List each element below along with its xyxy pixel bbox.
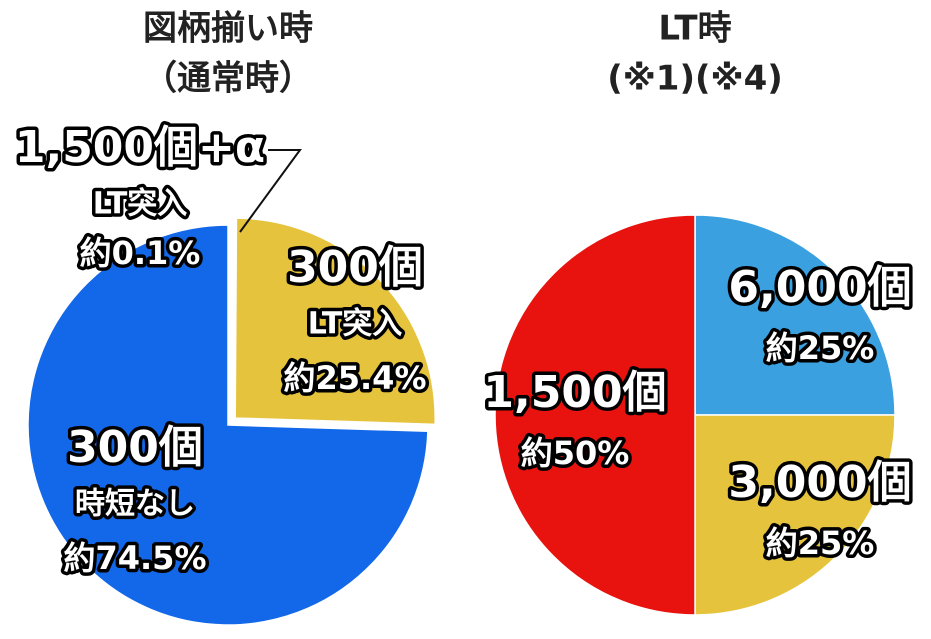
pie-slice (694, 414, 896, 616)
slice-category: 6,000個 (728, 262, 911, 313)
slice-value-label: 約0.1% (80, 234, 201, 272)
pie-slice (494, 214, 696, 616)
slice-value-label: 約25% (766, 524, 875, 562)
chart-subtitle: (※1)(※4) (607, 59, 783, 99)
pies (27, 214, 896, 626)
slice-category: 3,000個 (728, 457, 911, 508)
leader-line (239, 149, 302, 233)
pie-slice (694, 214, 896, 416)
chart-title: 図柄揃い時 (143, 9, 313, 49)
slice-value-label: 約25% (766, 329, 875, 367)
pie-slice (234, 217, 436, 426)
slice-category: 1,500個 (483, 367, 666, 418)
slice-category: 300個 (67, 422, 203, 473)
slice-description: LT突入 (93, 187, 188, 222)
chart-subtitle: （通常時） (143, 59, 313, 99)
slice-description: 時短なし (75, 487, 195, 522)
slice-value-label: 約50% (521, 434, 630, 472)
slice-value-label: 約25.4% (283, 359, 426, 397)
pie-slice (27, 224, 429, 626)
slice-value-label: 約74.5% (63, 539, 206, 577)
slice-description: LT突入 (308, 307, 403, 342)
slice-category: 300個 (287, 242, 423, 293)
chart-title: LT時 (658, 9, 731, 49)
slice-category: 1,500個+α (15, 122, 265, 173)
